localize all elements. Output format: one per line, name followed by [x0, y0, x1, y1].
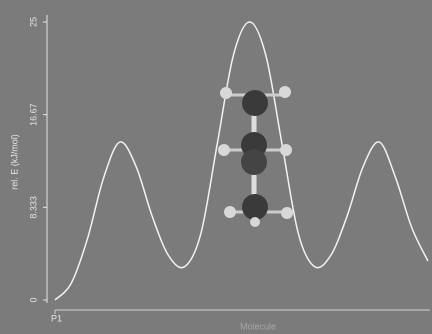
h-atom [220, 87, 232, 99]
h-atom [280, 144, 292, 156]
c-atom [241, 149, 267, 175]
h-atom [281, 207, 293, 219]
h-atom [218, 144, 230, 156]
c-atom [242, 90, 268, 116]
y-tick-label: 25 [28, 17, 38, 27]
x-tick-label: P1 [51, 313, 62, 323]
x-axis-label: Molecule [240, 321, 276, 331]
h-atom [279, 86, 291, 98]
background [0, 0, 432, 334]
h-atom [224, 206, 236, 218]
y-tick-label: 0 [28, 297, 38, 302]
y-axis-label: rel. E (kJ/mol) [9, 134, 19, 190]
chart: rel. E (kJ/mol) Molecule 0 8.333 16.67 25 P1 [0, 0, 432, 334]
c-atom [242, 194, 268, 220]
y-tick-label: 8.333 [28, 196, 38, 219]
h-atom [250, 217, 260, 227]
y-tick-label: 16.67 [28, 103, 38, 126]
